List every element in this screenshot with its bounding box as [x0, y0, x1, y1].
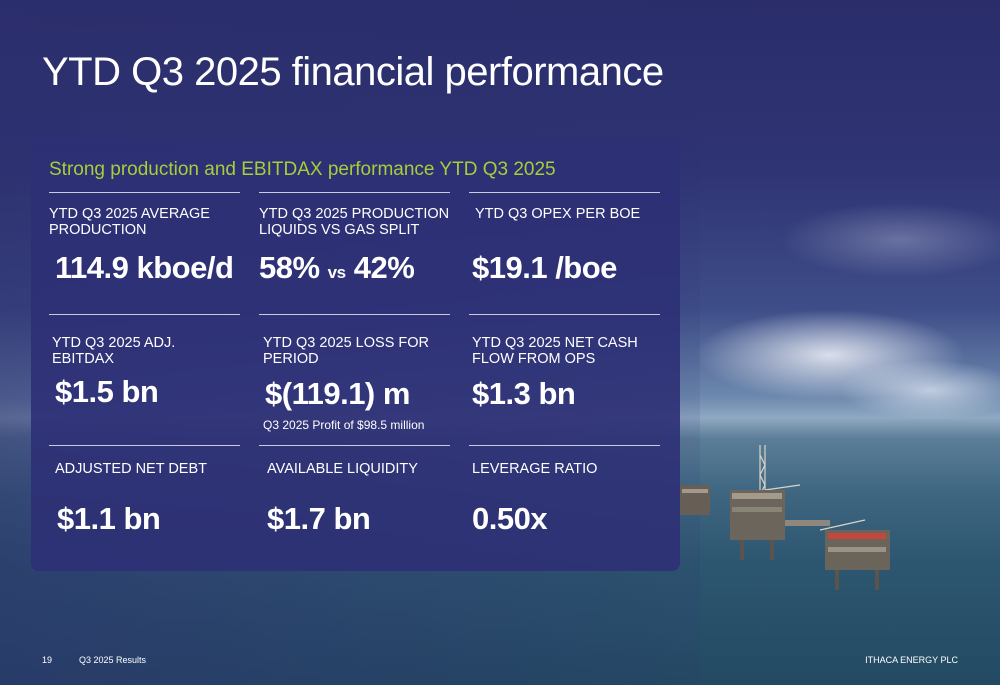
- page-title: YTD Q3 2025 financial performance: [42, 50, 664, 94]
- metric-value: $1.7 bn: [267, 501, 371, 536]
- metric-available-liquidity: AVAILABLE LIQUIDITY $1.7 bn: [259, 445, 450, 536]
- metric-label: YTD Q3 2025 ADJ. EBITDAX: [52, 335, 176, 367]
- gas-value: 42%: [353, 250, 415, 285]
- metric-leverage-ratio: LEVERAGE RATIO 0.50x: [469, 445, 660, 536]
- metric-adj-ebitdax: YTD Q3 2025 ADJ. EBITDAX $1.5 bn: [49, 314, 240, 409]
- divider: [259, 314, 450, 315]
- divider: [469, 314, 660, 315]
- divider: [259, 192, 450, 193]
- metric-average-production: YTD Q3 2025 AVERAGE PRODUCTION 114.9 kbo…: [49, 192, 240, 285]
- metric-loss-for-period: YTD Q3 2025 LOSS FOR PERIOD $(119.1) m Q…: [259, 314, 450, 432]
- metric-label: AVAILABLE LIQUIDITY: [267, 461, 418, 477]
- metric-production-split: YTD Q3 2025 PRODUCTION LIQUIDS vs GAS SP…: [259, 192, 450, 285]
- card-subtitle: Strong production and EBITDAX performanc…: [49, 159, 556, 180]
- divider: [49, 314, 240, 315]
- metric-label: YTD Q3 2025 LOSS FOR PERIOD: [263, 335, 430, 367]
- metric-label: LEVERAGE RATIO: [472, 461, 598, 477]
- divider: [49, 192, 240, 193]
- metric-label: YTD Q3 OPEX PER BOE: [475, 206, 641, 222]
- divider: [469, 192, 660, 193]
- footer-company: ITHACA ENERGY PLC: [865, 655, 958, 665]
- page-number: 19: [42, 655, 53, 665]
- metric-value: $19.1 /boe: [472, 250, 617, 285]
- metric-value: $1.1 bn: [57, 501, 161, 536]
- metrics-card: Strong production and EBITDAX performanc…: [31, 138, 680, 571]
- divider: [259, 445, 450, 446]
- metric-label: YTD Q3 2025 AVERAGE PRODUCTION: [49, 206, 210, 238]
- metric-value: $(119.1) m: [265, 376, 410, 411]
- metric-label: ADJUSTED NET DEBT: [55, 461, 208, 477]
- metric-value: 0.50x: [472, 501, 548, 536]
- oil-platform-illustration: [680, 445, 890, 590]
- liquids-value: 58%: [259, 250, 320, 285]
- metric-value: 58% vs 42%: [259, 250, 415, 286]
- divider: [469, 445, 660, 446]
- divider: [49, 445, 240, 446]
- metric-value: $1.3 bn: [472, 376, 576, 411]
- metric-value: $1.5 bn: [55, 374, 159, 409]
- metric-net-cash-flow: YTD Q3 2025 NET CASH FLOW FROM OPS $1.3 …: [469, 314, 660, 411]
- metric-label: YTD Q3 2025 NET CASH FLOW FROM OPS: [472, 335, 638, 367]
- vs-label: vs: [327, 263, 346, 282]
- metric-note: Q3 2025 Profit of $98.5 million: [263, 418, 425, 432]
- metric-value: 114.9 kboe/d: [55, 250, 234, 285]
- metric-label: YTD Q3 2025 PRODUCTION LIQUIDS vs GAS SP…: [259, 206, 450, 238]
- metric-adjusted-net-debt: ADJUSTED NET DEBT $1.1 bn: [49, 445, 240, 536]
- footer-section: Q3 2025 Results: [79, 655, 147, 665]
- metric-opex-per-boe: YTD Q3 OPEX PER BOE $19.1 /boe: [469, 192, 660, 285]
